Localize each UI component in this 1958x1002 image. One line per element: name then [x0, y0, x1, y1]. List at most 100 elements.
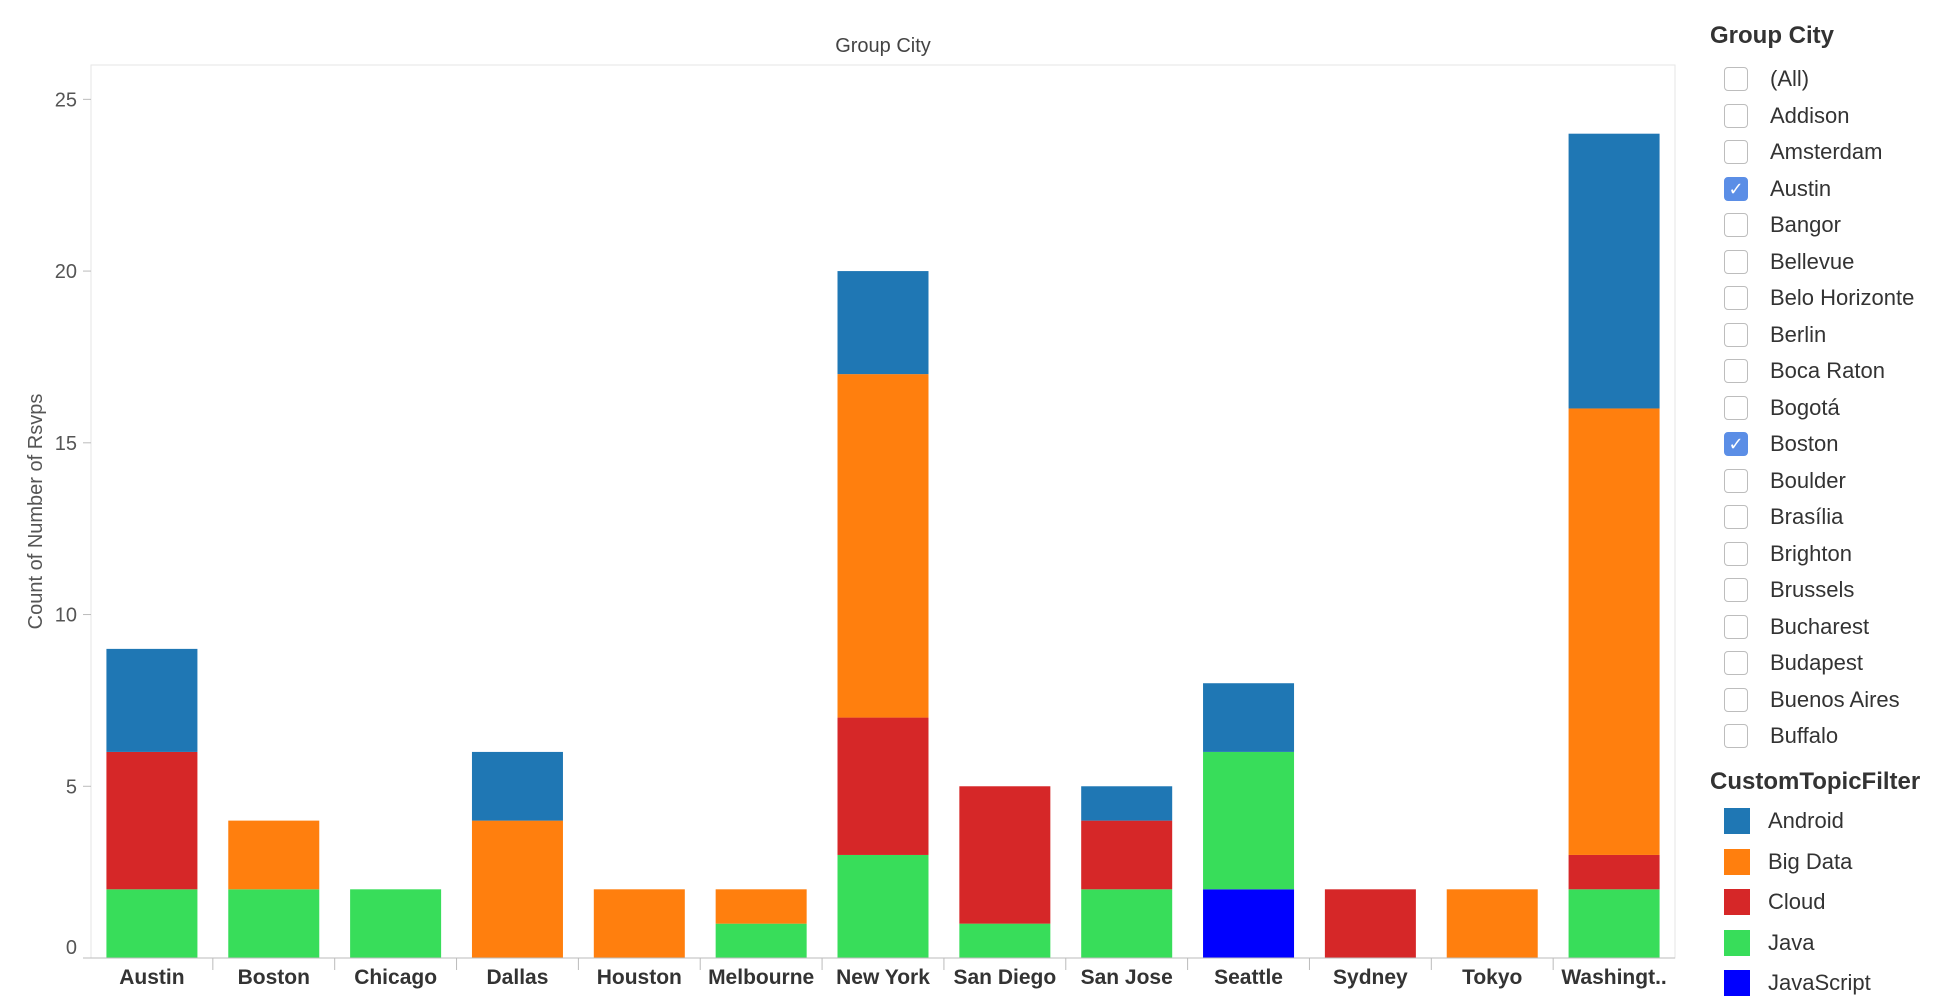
x-tick-label: Austin: [119, 966, 184, 989]
filter-item[interactable]: Bellevue: [1724, 247, 1854, 277]
checkbox[interactable]: [1724, 505, 1748, 529]
checkbox[interactable]: [1724, 395, 1748, 420]
legend-title: CustomTopicFilter: [1710, 768, 1921, 795]
x-tick-label: Houston: [597, 966, 682, 989]
filter-item[interactable]: ✓ Boston: [1724, 429, 1839, 459]
bar-segment-new-york-cloud: [837, 717, 929, 855]
checkbox[interactable]: [1724, 687, 1748, 712]
checkbox[interactable]: [1724, 541, 1748, 566]
filter-item[interactable]: Bogotá: [1724, 393, 1840, 423]
bar-segment-san-diego-java: [959, 923, 1051, 958]
checkbox[interactable]: [1724, 322, 1748, 347]
checkbox[interactable]: [1724, 614, 1748, 639]
filter-item[interactable]: Boca Raton: [1724, 356, 1885, 386]
bar-segment-austin-cloud: [106, 751, 198, 890]
checkbox[interactable]: [1724, 724, 1748, 748]
filter-item-label: Boca Raton: [1770, 358, 1885, 383]
filter-item[interactable]: Buffalo: [1724, 721, 1838, 751]
filter-item-label: Berlin: [1770, 321, 1827, 347]
x-tick-label: Tokyo: [1462, 966, 1522, 989]
x-tick-label: Melbourne: [708, 966, 814, 989]
checkbox[interactable]: ✓: [1724, 176, 1748, 201]
legend-item[interactable]: Java: [1724, 928, 1814, 958]
bar-segment-new-york-java: [837, 854, 929, 958]
stacked-bar-chart: Group City Count of Number of Rsvps 0 5 10 15…: [25, 35, 1676, 989]
y-tick-label: 5: [66, 776, 77, 798]
bar-segment-washingt--big-data: [1568, 408, 1660, 855]
legend-item[interactable]: Cloud: [1724, 887, 1825, 917]
filter-item-label: Austin: [1770, 175, 1832, 201]
filter-item[interactable]: Bucharest: [1724, 612, 1869, 642]
bar-segment-houston-big-data: [593, 889, 685, 958]
checkbox[interactable]: [1724, 468, 1748, 493]
bar-segment-san-jose-cloud: [1081, 820, 1173, 890]
y-tick-label: 10: [55, 605, 77, 627]
filter-item[interactable]: Budapest: [1724, 648, 1863, 678]
filter-item[interactable]: Berlin: [1724, 320, 1826, 350]
filter-item-label: Belo Horizonte: [1770, 285, 1915, 310]
legend-item-label: Big Data: [1768, 848, 1853, 874]
legend-item-label: JavaScript: [1768, 970, 1871, 995]
y-tick-label: 15: [55, 433, 77, 455]
filter-item-label: Brussels: [1770, 577, 1855, 602]
legend-swatch: [1724, 848, 1750, 875]
checkbox[interactable]: [1724, 103, 1748, 128]
filter-title: Group City: [1710, 22, 1834, 49]
filter-item[interactable]: Brussels: [1724, 575, 1854, 605]
bar-segment-austin-android: [106, 648, 198, 752]
checkbox[interactable]: [1724, 249, 1748, 274]
filter-item[interactable]: Bangor: [1724, 210, 1841, 240]
x-tick-label: Dallas: [487, 966, 549, 989]
filter-item-label: Bogotá: [1770, 394, 1840, 420]
filter-item[interactable]: Addison: [1724, 101, 1850, 131]
filter-item[interactable]: Boulder: [1724, 466, 1846, 496]
x-tick-label: Boston: [238, 966, 310, 989]
legend-item[interactable]: Android: [1724, 806, 1844, 836]
filter-item-label: Bucharest: [1770, 613, 1870, 639]
y-tick-label: 25: [55, 89, 77, 111]
checkbox[interactable]: [1724, 286, 1748, 310]
checkbox[interactable]: ✓: [1724, 432, 1748, 456]
filter-item-label: Boulder: [1770, 467, 1846, 493]
bar-segment-seattle-java: [1203, 751, 1295, 890]
checkbox[interactable]: [1724, 651, 1748, 675]
legend-swatch: [1724, 929, 1750, 956]
check-icon: ✓: [1728, 178, 1744, 199]
bar-segment-washingt--android: [1568, 133, 1660, 409]
x-tick-label: Chicago: [354, 966, 437, 989]
checkbox[interactable]: [1724, 359, 1748, 383]
bar-segment-chicago-java: [350, 889, 442, 958]
checkbox[interactable]: [1724, 578, 1748, 602]
filter-item-label: Brasília: [1770, 504, 1844, 529]
bar-segment-austin-java: [106, 889, 198, 958]
bar-segment-seattle-android: [1203, 683, 1295, 752]
filter-item[interactable]: ✓ Austin: [1724, 174, 1831, 204]
y-axis-label: Count of Number of Rsvps: [25, 394, 47, 630]
filter-item-label: (All): [1770, 66, 1810, 91]
checkbox[interactable]: [1724, 213, 1748, 237]
x-tick-label: San Diego: [954, 966, 1057, 989]
filter-item[interactable]: (All): [1724, 64, 1809, 94]
checkbox[interactable]: [1724, 67, 1748, 91]
filter-item-label: Bellevue: [1770, 248, 1855, 274]
filter-item[interactable]: Buenos Aires: [1724, 685, 1900, 715]
bar-segment-washingt--cloud: [1568, 854, 1660, 890]
x-tick-label: San Jose: [1081, 966, 1173, 989]
legend-swatch: [1724, 808, 1750, 834]
filter-item[interactable]: Belo Horizonte: [1724, 283, 1914, 313]
filter-item[interactable]: Brighton: [1724, 539, 1852, 569]
filter-item-label: Budapest: [1770, 650, 1863, 675]
filter-item[interactable]: Brasília: [1724, 502, 1843, 532]
bar-segment-boston-big-data: [228, 820, 320, 890]
filter-item-label: Buenos Aires: [1770, 686, 1900, 712]
bar-segment-new-york-android: [837, 271, 929, 375]
legend-swatch: [1724, 889, 1750, 915]
checkbox[interactable]: [1724, 140, 1748, 164]
bar-segment-tokyo-big-data: [1446, 889, 1538, 958]
legend-item[interactable]: Big Data: [1724, 847, 1852, 877]
bar-segment-washingt--java: [1568, 889, 1660, 958]
bar-segment-san-diego-cloud: [959, 786, 1051, 924]
filter-item[interactable]: Amsterdam: [1724, 137, 1882, 167]
filter-item-label: Bangor: [1770, 212, 1841, 237]
legend-item[interactable]: JavaScript: [1724, 968, 1871, 998]
